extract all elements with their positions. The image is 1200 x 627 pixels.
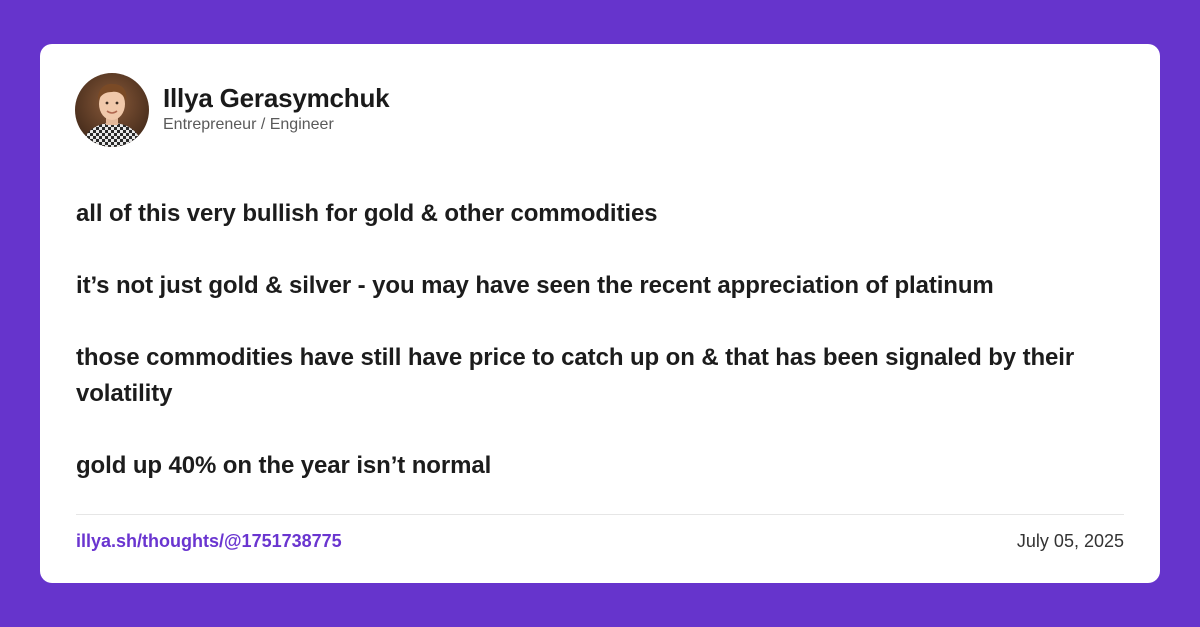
avatar[interactable] bbox=[75, 73, 149, 147]
post-body: all of this very bullish for gold & othe… bbox=[76, 196, 1116, 484]
post-permalink[interactable]: illya.sh/thoughts/@1751738775 bbox=[76, 531, 342, 551]
avatar-photo-icon bbox=[75, 73, 149, 147]
post-paragraph-4: gold up 40% on the year isn’t normal bbox=[76, 452, 492, 479]
author-title: Entrepreneur / Engineer bbox=[163, 116, 334, 133]
post-paragraph-2: it’s not just gold & silver - you may ha… bbox=[76, 272, 994, 299]
author-info: Illya Gerasymchuk Entrepreneur / Enginee… bbox=[163, 83, 390, 135]
post-date: July 05, 2025 bbox=[1016, 531, 1124, 551]
post-card: Illya Gerasymchuk Entrepreneur / Enginee… bbox=[40, 44, 1160, 583]
author-name[interactable]: Illya Gerasymchuk bbox=[163, 83, 390, 113]
post-paragraph-3: those commodities have still have price … bbox=[76, 344, 1075, 407]
footer-divider bbox=[76, 514, 1124, 515]
post-header: Illya Gerasymchuk Entrepreneur / Enginee… bbox=[75, 73, 390, 147]
post-paragraph-1: all of this very bullish for gold & othe… bbox=[76, 200, 658, 227]
